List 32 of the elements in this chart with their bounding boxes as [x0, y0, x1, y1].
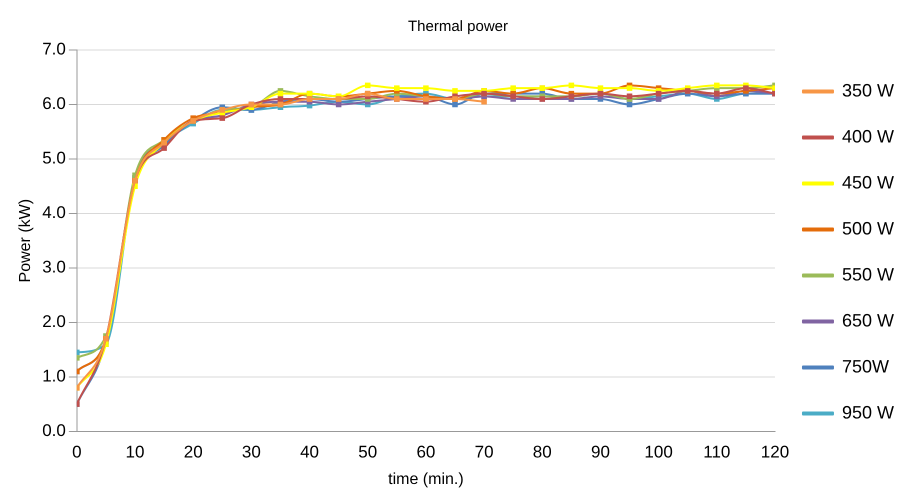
x-tick-label: 30 — [242, 442, 261, 462]
x-tick-label: 10 — [126, 442, 144, 462]
x-axis-title: time (min.) — [388, 470, 464, 488]
x-tick-label: 60 — [416, 442, 436, 462]
y-axis-title: Power (kW) — [17, 198, 34, 282]
y-tick-label: 5.0 — [42, 148, 66, 168]
x-tick-label: 40 — [300, 442, 320, 462]
y-tick-label: 6.0 — [42, 94, 66, 114]
y-tick-label: 3.0 — [42, 258, 66, 277]
y-tick-label: 4.0 — [42, 203, 66, 222]
x-tick-label: 20 — [184, 442, 203, 462]
x-tick-label: 120 — [760, 442, 790, 462]
chart-title: Thermal power — [408, 18, 508, 36]
legend-label: 650 W — [842, 310, 894, 330]
legend-label: 450 W — [842, 172, 894, 192]
y-tick-label: 1.0 — [42, 366, 66, 386]
x-tick-label: 70 — [474, 442, 494, 462]
x-tick-label: 110 — [703, 442, 730, 462]
legend-label: 750W — [842, 356, 890, 376]
x-tick-label: 50 — [358, 442, 378, 462]
y-tick-label: 2.0 — [42, 312, 66, 332]
y-tick-label: 0.0 — [42, 421, 66, 440]
x-tick-label: 80 — [532, 442, 552, 462]
legend-label: 500 W — [842, 218, 894, 238]
x-tick-label: 0 — [72, 442, 82, 462]
x-tick-label: 90 — [590, 442, 610, 462]
legend-label: 550 W — [842, 264, 894, 284]
legend-label: 350 W — [842, 80, 894, 100]
legend-label: 950 W — [842, 402, 894, 422]
y-tick-label: 7.0 — [42, 40, 66, 59]
x-tick-label: 100 — [644, 442, 673, 462]
legend-label: 400 W — [842, 126, 894, 146]
